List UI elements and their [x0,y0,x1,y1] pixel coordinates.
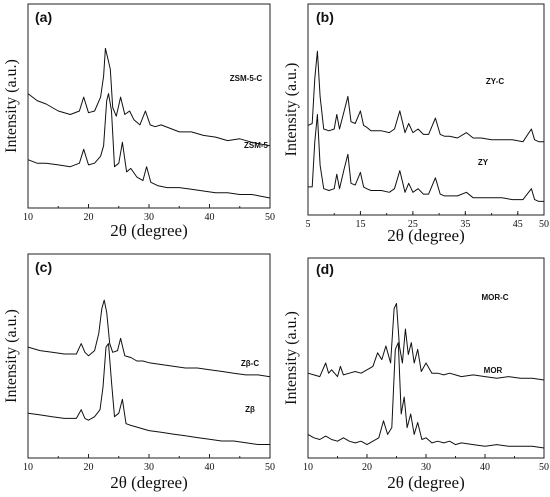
x-tick-label: 20 [84,462,94,473]
series-label: Zβ [245,405,255,414]
panel-frame [27,253,271,459]
panel-2: 5 15 25 35 45 50 2θ (degree) Intensity (a.u.) (b… [283,3,549,245]
series-trace-2 [307,342,545,449]
x-tick-label: 50 [539,462,549,473]
x-axis-label: 2θ (degree) [110,473,188,492]
x-tick-label: 50 [265,212,275,223]
panel-3: 10 20 30 40 50 2θ (degree) Intensity (a.u.) (c)… [3,253,275,492]
x-tick-label: 50 [265,462,275,473]
series-trace-2 [27,343,270,445]
panel-4: 10 20 30 40 50 2θ (degree) Intensity (a.u.) (d)… [283,257,549,492]
x-tick-label: 10 [303,462,313,473]
x-axis-label: 2θ (degree) [110,221,188,240]
series-trace-1 [27,299,271,378]
series-label: Zβ-C [241,359,259,368]
series-trace-2 [27,93,271,199]
x-tick-label: 40 [205,212,215,223]
series-label: MOR-C [481,293,508,302]
series-trace-1 [307,303,545,381]
x-tick-label: 50 [539,219,549,230]
x-tick-label: 40 [480,462,490,473]
series-trace-2 [308,114,544,202]
panel-label: (a) [35,9,52,25]
x-tick-label: 30 [144,212,154,223]
series-trace-1 [27,47,271,147]
x-tick-label: 45 [513,219,523,230]
x-tick-label: 30 [144,462,154,473]
panel-label: (b) [316,9,334,25]
panel-frame [307,257,545,459]
x-tick-label: 20 [362,462,372,473]
panel-1: 10 20 30 40 50 2θ (degree) Intensity (a.u.) (a)… [3,3,275,240]
x-tick-label: 25 [408,219,418,230]
y-axis-label: Intensity (a.u.) [3,59,20,153]
series-label: ZY-C [486,77,504,86]
series-label: ZSM-5-C [230,74,263,83]
panel-label: (d) [316,261,334,277]
series-label: ZSM-5 [244,141,269,150]
x-tick-label: 15 [355,219,365,230]
y-axis-label: Intensity (a.u.) [3,309,20,403]
x-tick-label: 40 [205,462,215,473]
y-axis-label: Intensity (a.u.) [283,63,300,157]
series-trace-1 [307,50,544,143]
panel-frame [307,3,545,216]
x-axis-label: 2θ (degree) [387,226,465,245]
series-label: MOR [484,366,503,375]
x-tick-label: 20 [84,212,94,223]
x-tick-label: 10 [23,212,33,223]
y-axis-label: Intensity (a.u.) [283,311,300,405]
x-axis-label: 2θ (degree) [387,473,465,492]
x-tick-label: 10 [23,462,33,473]
x-tick-label: 5 [306,219,311,230]
panel-label: (c) [35,259,52,275]
x-tick-label: 30 [421,462,431,473]
series-label: ZY [478,158,489,167]
x-tick-label: 35 [460,219,470,230]
